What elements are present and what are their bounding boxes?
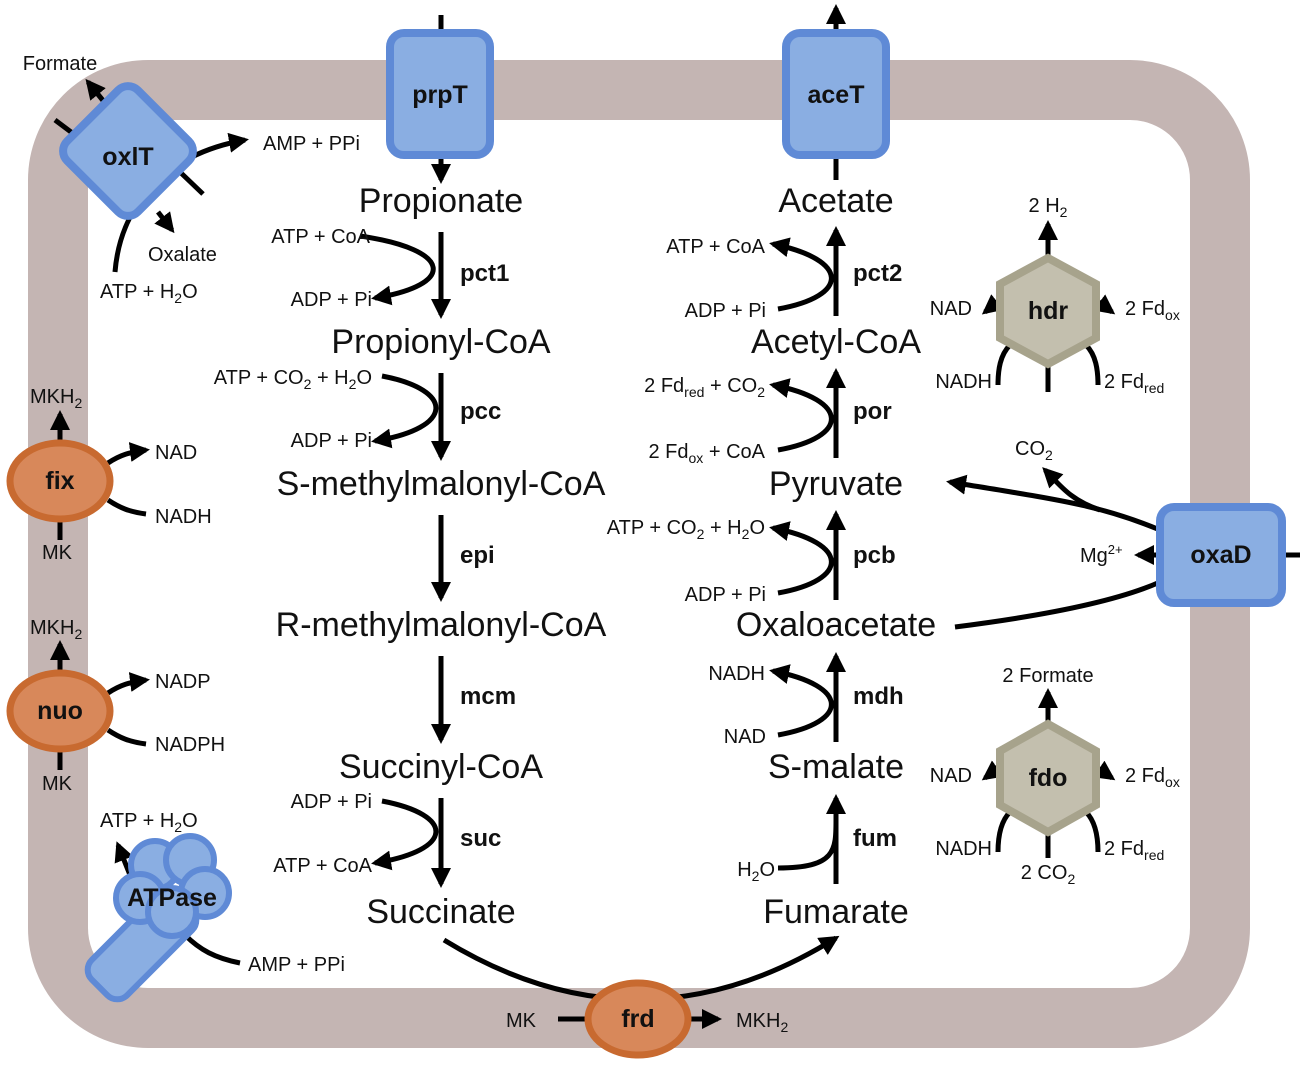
enzyme-epi: epi <box>460 542 495 569</box>
label-fdo-formate: 2 Formate <box>1002 665 1093 687</box>
label-hdr-fdox: 2 Fdox <box>1125 298 1180 323</box>
label-fix-mk: MK <box>42 542 73 564</box>
metabolite-s-methylmalonyl-coa: S-methylmalonyl-CoA <box>277 465 606 503</box>
enzyme-mdh: mdh <box>853 683 904 710</box>
label-fix-nad: NAD <box>155 442 197 464</box>
label-frd-mkh2: MKH2 <box>736 1010 788 1035</box>
label-atpase-amp: AMP + PPi <box>248 954 345 976</box>
metabolite-fumarate: Fumarate <box>763 893 909 931</box>
metabolite-acetate: Acetate <box>778 182 893 220</box>
cofactor-suc-out: ATP + CoA <box>273 855 372 877</box>
svg-text:prpT: prpT <box>412 81 468 109</box>
metabolite-succinate: Succinate <box>366 893 515 931</box>
label-oxlt-amp: AMP + PPi <box>263 133 360 155</box>
cofactor-pcb-out: ATP + CO2 + H2O <box>607 517 765 542</box>
left-pathway: Propionate ATP + CoA ADP + Pi pct1 Propi… <box>214 15 607 931</box>
cofactor-mdh-in: NAD <box>724 726 766 748</box>
cofactor-pcc-in: ATP + CO2 + H2O <box>214 367 372 392</box>
label-fix-mkh2: MKH2 <box>30 386 82 411</box>
cofactor-pcb-in: ADP + Pi <box>685 584 766 606</box>
svg-text:ATPase: ATPase <box>127 884 217 912</box>
transporter-oxad: oxaD <box>1156 503 1286 607</box>
right-pathway: Acetate ATP + CoA ADP + Pi pct2 Acetyl-C… <box>607 4 936 931</box>
enzyme-pct1: pct1 <box>460 260 509 287</box>
enzyme-fum: fum <box>853 825 897 852</box>
enzyme-pct2: pct2 <box>853 260 902 287</box>
metabolite-oxaloacetate: Oxaloacetate <box>736 606 936 644</box>
enzyme-pcc: pcc <box>460 398 501 425</box>
label-hdr-fdred: 2 Fdred <box>1104 371 1164 396</box>
label-fix-nadh: NADH <box>155 506 212 528</box>
label-nuo-nadp: NADP <box>155 671 211 693</box>
metabolite-pyruvate: Pyruvate <box>769 465 903 503</box>
enzyme-mcm: mcm <box>460 683 516 710</box>
svg-text:nuo: nuo <box>37 697 83 725</box>
svg-text:oxaD: oxaD <box>1190 541 1251 569</box>
svg-text:fix: fix <box>45 467 74 495</box>
label-atpase-atp: ATP + H2O <box>100 810 198 835</box>
svg-text:fdo: fdo <box>1029 764 1068 792</box>
label-hdr-h2: 2 H2 <box>1029 195 1068 220</box>
label-nuo-mk: MK <box>42 773 73 795</box>
metabolite-propionate: Propionate <box>359 182 523 220</box>
label-nuo-nadph: NADPH <box>155 734 225 756</box>
enzyme-pcb: pcb <box>853 542 896 569</box>
metabolite-acetyl-coa: Acetyl-CoA <box>751 323 921 361</box>
svg-text:frd: frd <box>621 1005 654 1033</box>
label-formate: Formate <box>23 53 97 75</box>
complex-fdo: fdo <box>996 719 1100 837</box>
atpase: ATPase <box>84 833 232 1003</box>
label-fdo-fdred: 2 Fdred <box>1104 838 1164 863</box>
complex-nuo: nuo <box>6 669 114 753</box>
metabolite-r-methylmalonyl-coa: R-methylmalonyl-CoA <box>276 606 607 644</box>
cofactor-suc-in: ADP + Pi <box>291 791 372 813</box>
label-frd-mk: MK <box>506 1010 537 1032</box>
cofactor-pcc-out: ADP + Pi <box>291 430 372 452</box>
label-oxad-co2: CO2 <box>1015 438 1053 463</box>
cofactor-mdh-out: NADH <box>708 663 765 685</box>
label-fdo-nadh: NADH <box>935 838 992 860</box>
label-hdr-nadh: NADH <box>935 371 992 393</box>
svg-text:oxlT: oxlT <box>102 143 153 171</box>
label-oxalate: Oxalate <box>148 244 217 266</box>
svg-text:aceT: aceT <box>808 81 865 109</box>
cofactor-pct2-out: ATP + CoA <box>666 236 765 258</box>
label-oxlt-atp: ATP + H2O <box>100 281 198 306</box>
svg-text:hdr: hdr <box>1028 297 1069 325</box>
complex-frd: frd <box>584 979 692 1059</box>
metabolite-propionyl-coa: Propionyl-CoA <box>331 323 551 361</box>
label-hdr-nad: NAD <box>930 298 972 320</box>
transporter-acet: aceT <box>782 29 890 159</box>
label-fdo-nad: NAD <box>930 765 972 787</box>
label-nuo-mkh2: MKH2 <box>30 617 82 642</box>
enzyme-por: por <box>853 398 892 425</box>
cofactor-pct1-out: ADP + Pi <box>291 289 372 311</box>
cofactor-pct1-in: ATP + CoA <box>271 226 370 248</box>
label-fdo-fdox: 2 Fdox <box>1125 765 1180 790</box>
complex-hdr: hdr <box>996 253 1100 369</box>
label-fdo-co2: 2 CO2 <box>1021 862 1076 887</box>
complex-fix: fix <box>6 439 114 523</box>
cofactor-fum-in: H2O <box>737 859 775 884</box>
cofactor-por-in: 2 Fdox + CoA <box>648 441 765 466</box>
cofactor-pct2-in: ADP + Pi <box>685 300 766 322</box>
transporter-oxlt: oxlT <box>59 82 197 220</box>
label-oxad-mg: Mg2+ <box>1080 542 1123 567</box>
metabolite-s-malate: S-malate <box>768 748 904 786</box>
metabolite-succinyl-coa: Succinyl-CoA <box>339 748 543 786</box>
cofactor-por-out: 2 Fdred + CO2 <box>644 375 765 400</box>
transporter-prpt: prpT <box>386 29 494 159</box>
enzyme-suc: suc <box>460 825 501 852</box>
